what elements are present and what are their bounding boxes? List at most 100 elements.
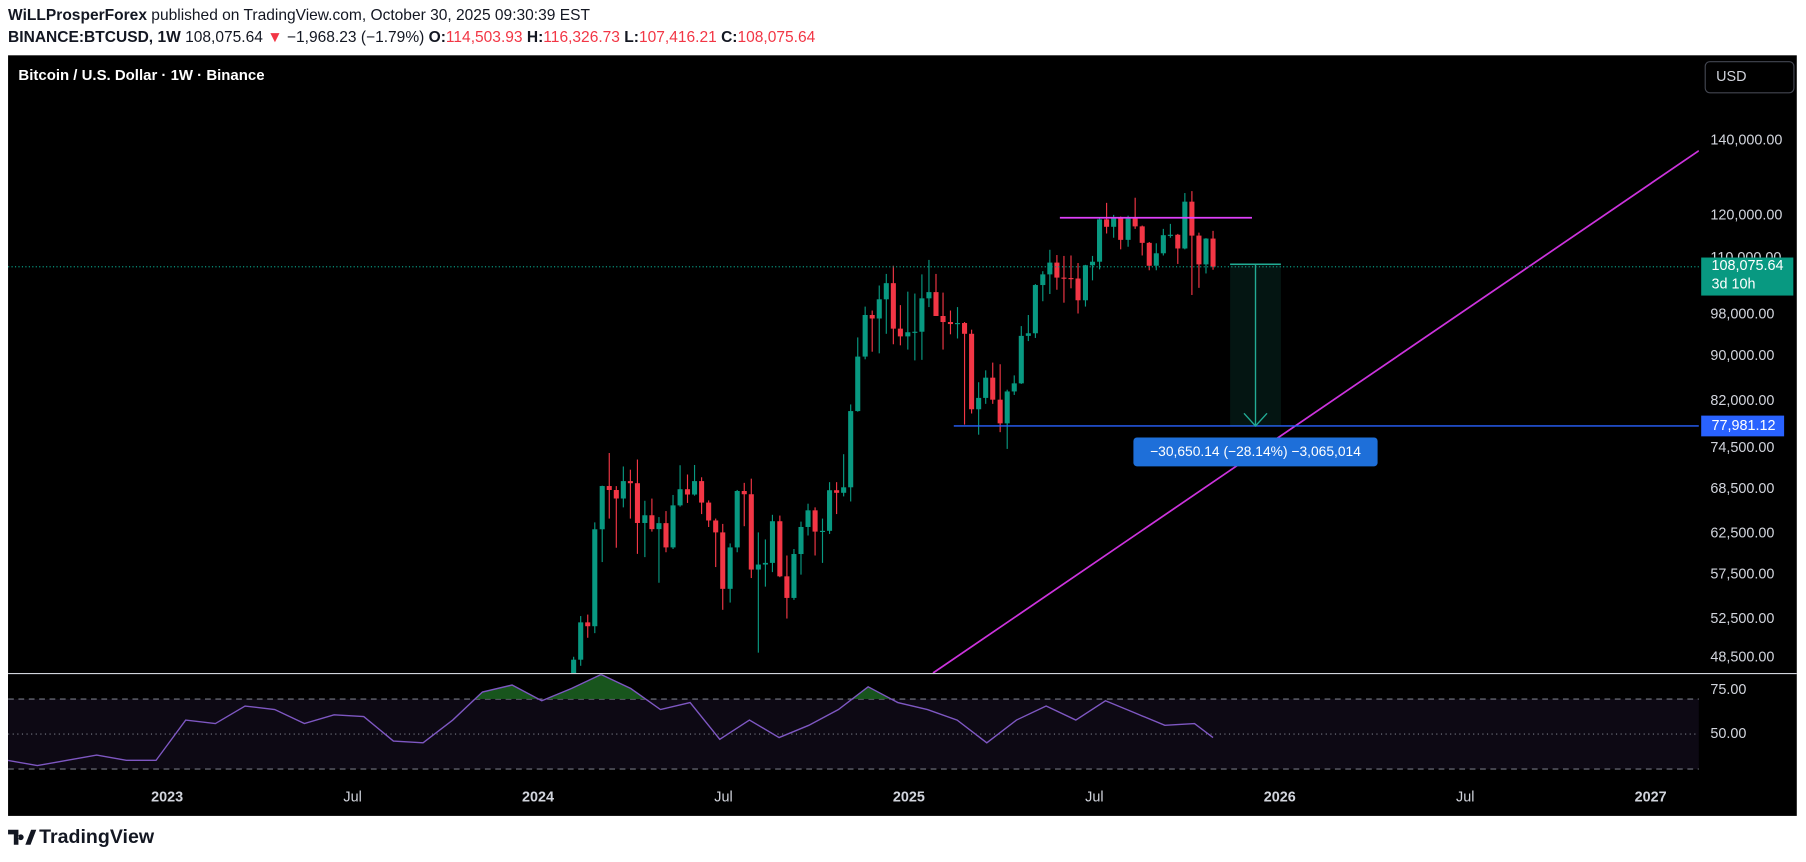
publisher: WiLLProsperForex: [8, 7, 147, 24]
close-label: C:: [721, 29, 737, 46]
x-tick-label: Jul: [343, 789, 361, 805]
candle-body: [1132, 218, 1138, 227]
candle-body: [1011, 383, 1017, 392]
candle-body: [627, 481, 633, 484]
candle-body: [620, 481, 626, 499]
y-tick-label: 62,500.00: [1710, 526, 1774, 542]
candle-body: [684, 489, 691, 495]
down-arrow: ▼: [267, 29, 282, 46]
candle-body: [1068, 278, 1074, 280]
rsi-overbought-fill: [8, 674, 1214, 700]
candle-body: [990, 377, 996, 400]
candle-body: [1182, 201, 1188, 249]
candle-body: [1025, 333, 1031, 336]
candle-body: [827, 490, 833, 531]
x-tick-label: 2025: [893, 789, 925, 805]
published: published on TradingView.com, October 30…: [151, 7, 590, 24]
candle-body: [876, 299, 882, 319]
candle-body: [812, 510, 818, 532]
candle-body: [933, 292, 939, 316]
change: −1,968.23 (−1.79%): [287, 29, 424, 46]
candle-body: [727, 547, 733, 589]
candle-body: [805, 510, 811, 527]
y-tick-label: 140,000.00: [1710, 132, 1782, 148]
candle-body: [940, 315, 946, 323]
brand: TradingView: [39, 826, 155, 848]
low-label: L:: [624, 29, 639, 46]
open-value: 114,503.93: [446, 29, 523, 46]
candle-body: [862, 314, 868, 357]
y-tick-label: 74,500.00: [1710, 440, 1774, 456]
currency[interactable]: USD: [1716, 69, 1746, 85]
y-tick-label: 98,000.00: [1710, 306, 1774, 322]
candle-body: [613, 490, 619, 499]
candle-body: [1047, 262, 1053, 275]
rsi-line: [8, 674, 1214, 767]
candle-body: [1097, 219, 1103, 262]
candle-body: [649, 515, 655, 530]
y-tick-label: 90,000.00: [1710, 348, 1774, 364]
candle-body: [1189, 201, 1195, 236]
candle-body: [1040, 274, 1046, 286]
candle-body: [1082, 265, 1088, 301]
axis-layer: 140,000.00120,000.00110,000.0098,000.009…: [151, 132, 1794, 805]
candle-body: [585, 622, 591, 627]
measure-label-box: [1133, 437, 1378, 467]
candle-body: [677, 489, 683, 506]
candle-body: [1139, 226, 1145, 243]
candle-body: [755, 564, 761, 570]
candle-body: [1018, 335, 1024, 384]
header-line-2: BINANCE:BTCUSD, 1W 108,075.64 ▼ −1,968.2…: [8, 29, 816, 46]
candle-body: [791, 554, 797, 598]
candle-body: [606, 486, 612, 491]
candle-body: [841, 487, 847, 493]
y-tick-label: 52,500.00: [1710, 611, 1774, 627]
x-tick-label: 2027: [1635, 789, 1667, 805]
candle-body: [713, 520, 719, 533]
candle-body: [706, 502, 712, 521]
candle-body: [905, 332, 911, 337]
high-label: H:: [527, 29, 543, 46]
candle-body: [926, 292, 932, 299]
candle-body: [834, 490, 840, 493]
candle-body: [1089, 261, 1096, 266]
header-line-1: WiLLProsperForex published on TradingVie…: [8, 7, 590, 24]
candle-body: [1032, 285, 1038, 334]
rsi-pane: [8, 674, 1699, 770]
candle-body: [1125, 218, 1131, 240]
candle-body: [571, 659, 577, 674]
trend-line: [932, 149, 1699, 674]
candle-body: [1004, 391, 1010, 424]
y-tick-label: 68,500.00: [1710, 481, 1774, 497]
candle-body: [777, 521, 783, 577]
candle-body: [962, 323, 968, 334]
candle-body: [692, 481, 698, 495]
candle-body: [734, 491, 740, 548]
candle-body: [1175, 234, 1181, 249]
candle-body: [592, 529, 598, 627]
countdown: 3d 10h: [1712, 276, 1756, 292]
candle-body: [897, 328, 903, 337]
level-label: 77,981.12: [1712, 418, 1776, 434]
candle-body: [947, 322, 953, 325]
symbol: BINANCE:BTCUSD, 1W: [8, 29, 181, 46]
candle-body: [798, 526, 804, 555]
last-price-box: [1701, 257, 1794, 296]
candle-body: [784, 576, 790, 598]
candle-body: [919, 298, 925, 332]
open-label: O:: [429, 29, 446, 46]
rsi-tick-label: 50.00: [1710, 726, 1746, 742]
rsi-layer: [8, 674, 1699, 770]
candle-body: [1075, 278, 1081, 301]
candle-body: [848, 411, 854, 488]
high-value: 116,326.73: [543, 29, 620, 46]
candle-body: [954, 323, 961, 325]
candle-body: [656, 523, 662, 530]
currency-button[interactable]: [1704, 61, 1795, 94]
candle-body: [762, 562, 768, 565]
candle-body: [670, 505, 676, 548]
candle-body: [720, 532, 726, 589]
candle-body: [741, 491, 747, 495]
candle-body: [769, 521, 775, 563]
